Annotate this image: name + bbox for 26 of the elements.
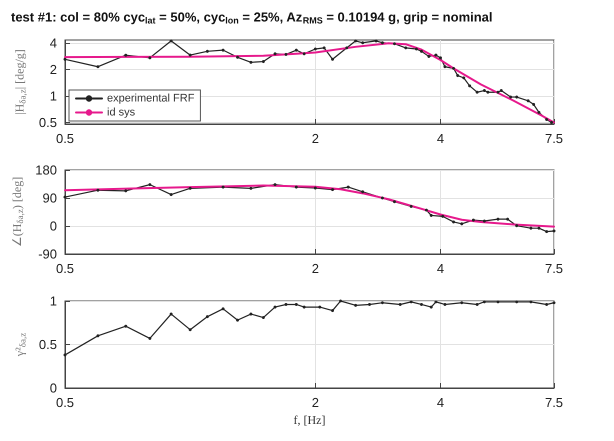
- y-axis-title: |Hδa,z| [deg/g]: [12, 49, 28, 115]
- y-axis-title: ∠(Hδa,z) [deg]: [10, 176, 25, 248]
- y-tick-label: 0.5: [38, 114, 57, 130]
- x-tick-label: 4: [436, 395, 444, 410]
- x-tick-label: 7.5: [544, 395, 564, 410]
- legend-label: id sys: [107, 106, 136, 118]
- x-tick-label: 2: [312, 395, 319, 410]
- x-tick-label: 2: [312, 261, 319, 276]
- x-tick-label: 7.5: [544, 261, 564, 276]
- y-tick-label: 90: [42, 190, 57, 206]
- y-tick-label: 0: [50, 218, 57, 234]
- y-tick-label: 4: [50, 35, 57, 50]
- y-tick-label: 1: [50, 88, 57, 104]
- y-tick-label: 0.5: [38, 337, 57, 352]
- x-tick-label: 4: [436, 261, 444, 276]
- y-tick-label: -90: [38, 246, 57, 262]
- x-axis-title: f, [Hz]: [294, 412, 326, 427]
- x-tick-label: 2: [312, 131, 319, 146]
- x-tick-label: 4: [436, 131, 444, 146]
- legend-label: experimental FRF: [107, 92, 195, 104]
- y-tick-label: 180: [35, 162, 57, 178]
- x-tick-label: 7.5: [544, 131, 564, 146]
- y-tick-label: 1: [50, 294, 57, 308]
- y-axis-title: γ²δa,z: [12, 332, 28, 358]
- y-tick-label: 2: [50, 62, 57, 77]
- y-tick-label: 0: [50, 380, 57, 396]
